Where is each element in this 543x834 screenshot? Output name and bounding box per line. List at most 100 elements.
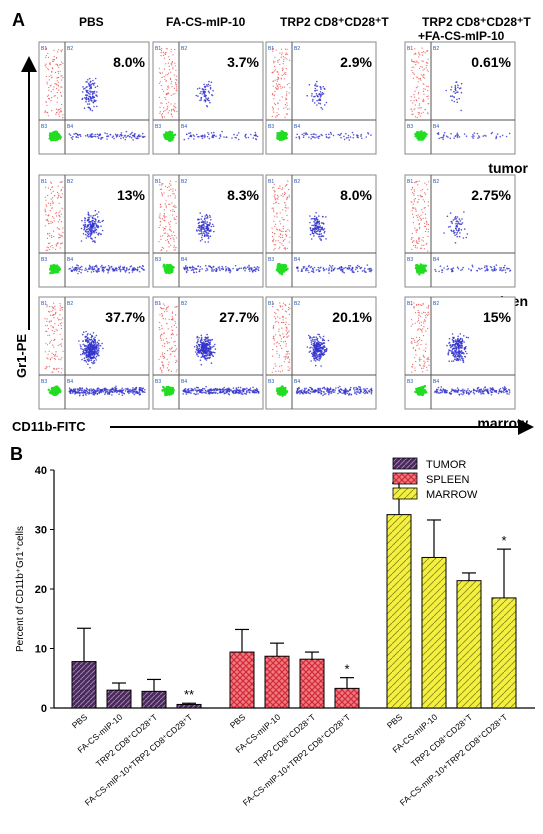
- event-dot: [322, 229, 325, 231]
- event-dot: [311, 92, 313, 95]
- event-dot: [46, 249, 48, 251]
- event-dot: [85, 361, 88, 363]
- event-dot: [60, 307, 63, 309]
- event-dot: [193, 135, 196, 137]
- event-dot: [168, 87, 170, 89]
- event-dot: [236, 268, 238, 270]
- event-dot: [138, 391, 141, 394]
- event-dot: [82, 86, 84, 88]
- event-dot: [248, 270, 251, 272]
- event-dot: [57, 221, 59, 223]
- event-dot: [424, 213, 427, 215]
- event-dot: [274, 225, 276, 228]
- event-dot: [278, 229, 280, 231]
- event-dot: [329, 264, 331, 267]
- event-dot: [286, 113, 289, 115]
- event-dot: [93, 220, 96, 223]
- event-dot: [159, 112, 161, 114]
- event-dot: [306, 267, 308, 270]
- event-dot: [256, 266, 259, 268]
- event-dot: [164, 53, 166, 56]
- event-dot: [271, 231, 274, 234]
- event-dot: [210, 81, 213, 84]
- event-dot: [49, 62, 51, 64]
- event-dot: [58, 367, 60, 369]
- event-dot: [101, 229, 104, 232]
- event-dot: [280, 78, 282, 80]
- event-dot: [416, 76, 418, 78]
- event-dot: [341, 270, 344, 273]
- event-dot: [61, 345, 63, 347]
- event-dot: [418, 97, 420, 99]
- event-dot: [92, 214, 95, 217]
- event-dot: [274, 56, 276, 58]
- event-dot: [50, 182, 53, 184]
- event-dot: [445, 89, 448, 92]
- event-dot: [51, 221, 54, 223]
- event-dot: [143, 389, 146, 391]
- quadrant-label: B4: [433, 257, 439, 263]
- event-dot: [274, 198, 276, 200]
- event-dot: [56, 191, 59, 194]
- event-dot: [130, 136, 133, 139]
- event-dot: [417, 131, 420, 134]
- event-dot: [52, 344, 54, 346]
- event-dot: [97, 211, 100, 213]
- event-dot: [286, 197, 288, 199]
- event-dot: [61, 103, 63, 106]
- event-dot: [332, 269, 335, 272]
- event-dot: [236, 269, 238, 272]
- event-dot: [85, 97, 88, 99]
- event-dot: [311, 231, 314, 233]
- event-dot: [70, 269, 73, 272]
- event-dot: [423, 244, 425, 246]
- event-dot: [284, 185, 287, 187]
- event-dot: [189, 132, 192, 134]
- event-dot: [169, 195, 172, 197]
- event-dot: [418, 223, 420, 225]
- event-dot: [123, 268, 125, 271]
- event-dot: [455, 229, 458, 231]
- event-dot: [176, 110, 178, 113]
- event-dot: [305, 132, 307, 135]
- event-dot: [94, 217, 96, 220]
- event-dot: [472, 134, 474, 136]
- event-dot: [313, 230, 316, 233]
- event-dot: [288, 108, 290, 110]
- event-dot: [115, 134, 118, 137]
- event-dot: [61, 86, 63, 88]
- event-dot: [79, 268, 81, 271]
- event-dot: [89, 109, 92, 111]
- event-dot: [348, 264, 350, 267]
- event-dot: [99, 388, 101, 391]
- event-dot: [419, 107, 421, 109]
- event-dot: [55, 63, 57, 65]
- event-dot: [319, 91, 322, 93]
- event-dot: [84, 219, 86, 222]
- event-dot: [274, 61, 276, 63]
- event-dot: [458, 97, 461, 100]
- event-dot: [280, 271, 283, 275]
- event-dot: [484, 265, 486, 267]
- event-dot: [159, 224, 161, 226]
- event-dot: [276, 197, 278, 199]
- event-dot: [51, 207, 53, 209]
- event-dot: [91, 133, 94, 135]
- event-dot: [315, 228, 318, 231]
- event-dot: [320, 228, 323, 231]
- event-dot: [318, 222, 321, 225]
- event-dot: [165, 80, 167, 82]
- event-dot: [370, 134, 372, 136]
- event-dot: [55, 270, 58, 274]
- event-dot: [158, 67, 160, 69]
- event-dot: [140, 135, 142, 137]
- event-dot: [56, 355, 58, 357]
- event-dot: [56, 80, 58, 82]
- event-dot: [138, 387, 141, 389]
- event-dot: [450, 88, 452, 91]
- event-dot: [49, 320, 51, 322]
- event-dot: [171, 60, 173, 63]
- event-dot: [75, 268, 77, 271]
- event-dot: [59, 181, 61, 183]
- event-dot: [423, 207, 425, 209]
